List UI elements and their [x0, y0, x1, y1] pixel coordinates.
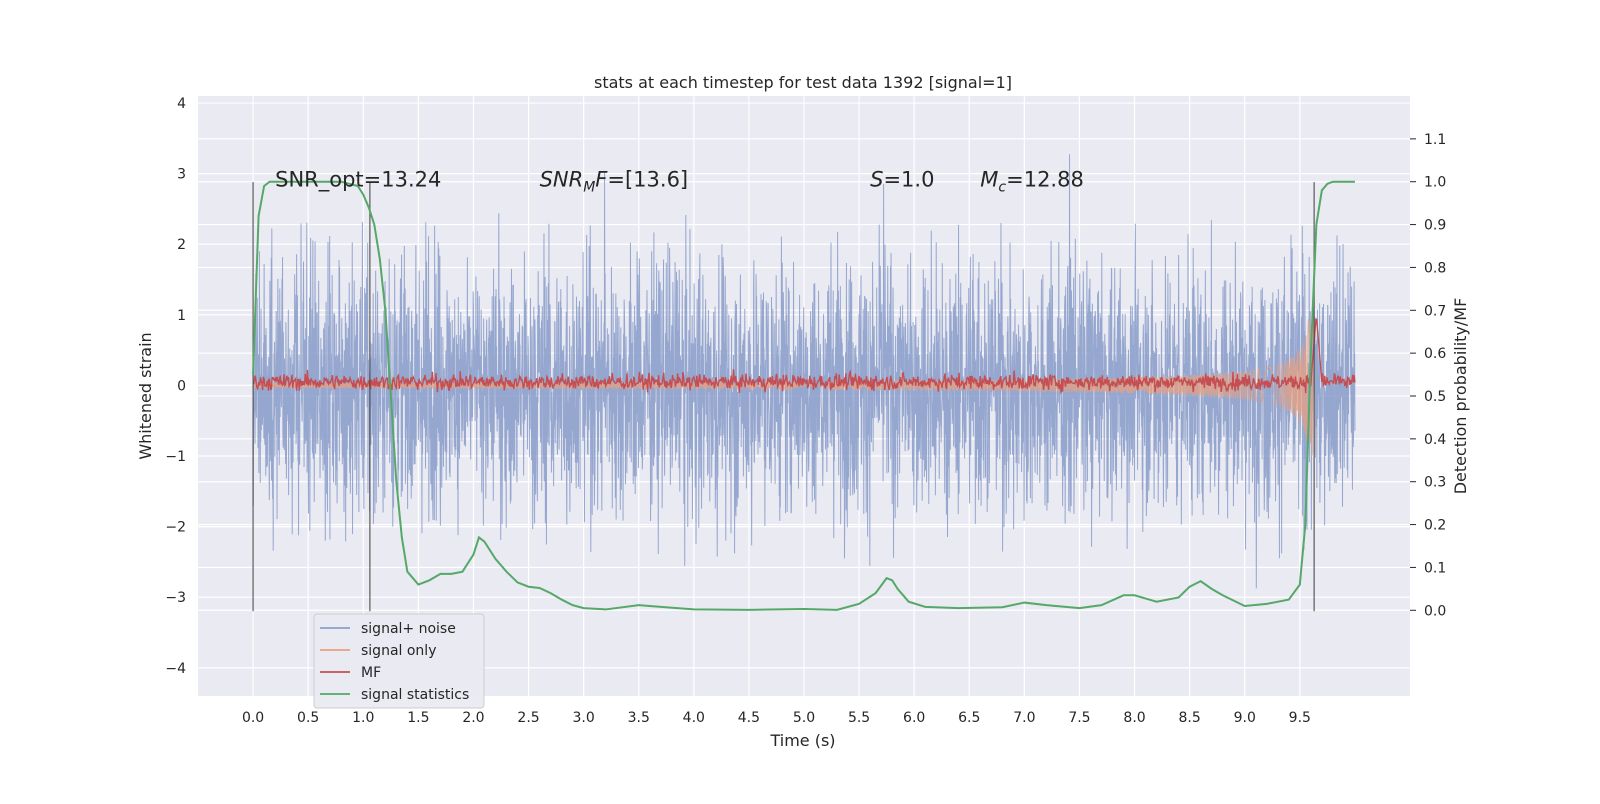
y-right-axis-label: Detection probability/MF	[1451, 298, 1470, 495]
x-tick-label: 5.5	[848, 710, 870, 726]
x-tick-label: 0.5	[297, 710, 319, 726]
x-tick-label: 1.0	[352, 710, 374, 726]
annotation-base: M	[980, 168, 998, 192]
x-tick-label: 2.5	[517, 710, 539, 726]
legend-label: signal statistics	[361, 687, 469, 703]
y-right-axis-ticks: 0.0 0.1 0.2 0.3 0.4 0.5 0.6 0.7 0.8 0.9 1.0 1.1	[1410, 132, 1446, 619]
y-left-tick-label: 4	[177, 96, 186, 112]
legend: signal+ noise signal only MF signal statist…	[313, 613, 485, 709]
x-tick-label: 3.5	[628, 710, 650, 726]
annotation-label: SNRMF=[13.6]	[540, 168, 689, 196]
y-right-tick-label: 0.7	[1424, 303, 1446, 319]
x-tick-label: 4.5	[738, 710, 760, 726]
y-right-tick-label: 0.4	[1424, 432, 1446, 448]
annotation-label: S=1.0	[870, 168, 934, 192]
annotation-subscript: c	[998, 180, 1006, 196]
x-tick-label: 6.5	[958, 710, 980, 726]
y-right-tick-label: 0.2	[1424, 518, 1446, 534]
x-tick-label: 5.0	[793, 710, 815, 726]
y-left-tick-label: −1	[165, 449, 186, 465]
legend-label: signal+ noise	[361, 621, 456, 637]
annotation-subscript: M	[583, 180, 595, 196]
y-left-tick-label: 1	[177, 308, 186, 324]
y-right-tick-label: 0.1	[1424, 560, 1446, 576]
annotation-base: S	[870, 168, 883, 192]
x-axis-label: Time (s)	[769, 731, 835, 750]
annotations: SNR_opt=13.24 SNRMF=[13.6] S=1.0 Mc=12.88	[275, 168, 1084, 196]
x-axis-ticks: 0.0 0.5 1.0 1.5 2.0 2.5 3.0 3.5 4.0 4.5 5.0 5.5 6.0 6…	[242, 710, 1311, 726]
y-left-tick-label: 0	[177, 378, 186, 394]
y-right-tick-label: 0.9	[1424, 218, 1446, 234]
x-tick-label: 1.5	[407, 710, 429, 726]
x-tick-label: 8.5	[1179, 710, 1201, 726]
series-line-signal-statistics	[252, 180, 1355, 611]
annotation-rest: =12.88	[1006, 168, 1084, 192]
y-right-tick-label: 0.3	[1424, 475, 1446, 491]
x-tick-label: 7.5	[1068, 710, 1090, 726]
x-tick-label: 6.0	[903, 710, 925, 726]
y-right-tick-label: 0.8	[1424, 260, 1446, 276]
legend-box	[313, 613, 485, 709]
y-left-tick-label: −4	[165, 661, 186, 677]
legend-label: MF	[361, 665, 381, 681]
y-right-tick-label: 1.0	[1424, 175, 1446, 191]
x-tick-label: 7.0	[1013, 710, 1035, 726]
annotation-label: SNR_opt=13.24	[275, 168, 441, 193]
annotation-rest: =1.0	[883, 168, 934, 192]
x-tick-label: 3.0	[573, 710, 595, 726]
y-left-tick-label: 2	[177, 237, 186, 253]
annotation-rest-italic: F	[595, 168, 608, 192]
annotation-label: Mc=12.88	[980, 168, 1084, 196]
y-right-tick-label: 1.1	[1424, 132, 1446, 148]
annotation-rest-text: =[13.6]	[607, 168, 688, 192]
y-left-tick-label: −3	[165, 590, 186, 606]
y-left-tick-label: −2	[165, 520, 186, 536]
x-tick-label: 8.0	[1123, 710, 1145, 726]
legend-label: signal only	[361, 643, 436, 659]
y-right-tick-label: 0.6	[1424, 346, 1446, 362]
y-left-axis-label: Whitened strain	[136, 332, 155, 459]
y-right-tick-label: 0.0	[1424, 603, 1446, 619]
x-tick-label: 9.5	[1289, 710, 1311, 726]
x-tick-label: 0.0	[242, 710, 264, 726]
series-line-mf	[252, 318, 1356, 394]
annotation-rest: F=[13.6]	[595, 168, 688, 192]
y-left-tick-label: 3	[177, 167, 186, 183]
plot-content	[252, 154, 1356, 612]
x-tick-label: 2.0	[462, 710, 484, 726]
x-tick-label: 4.0	[683, 710, 705, 726]
annotation-base: SNR	[540, 168, 584, 192]
x-tick-label: 9.0	[1234, 710, 1256, 726]
y-right-tick-label: 0.5	[1424, 389, 1446, 405]
chart-title: stats at each timestep for test data 139…	[594, 73, 1012, 92]
y-left-axis-ticks: −4 −3 −2 −1 0 1 2 3 4	[165, 96, 186, 677]
